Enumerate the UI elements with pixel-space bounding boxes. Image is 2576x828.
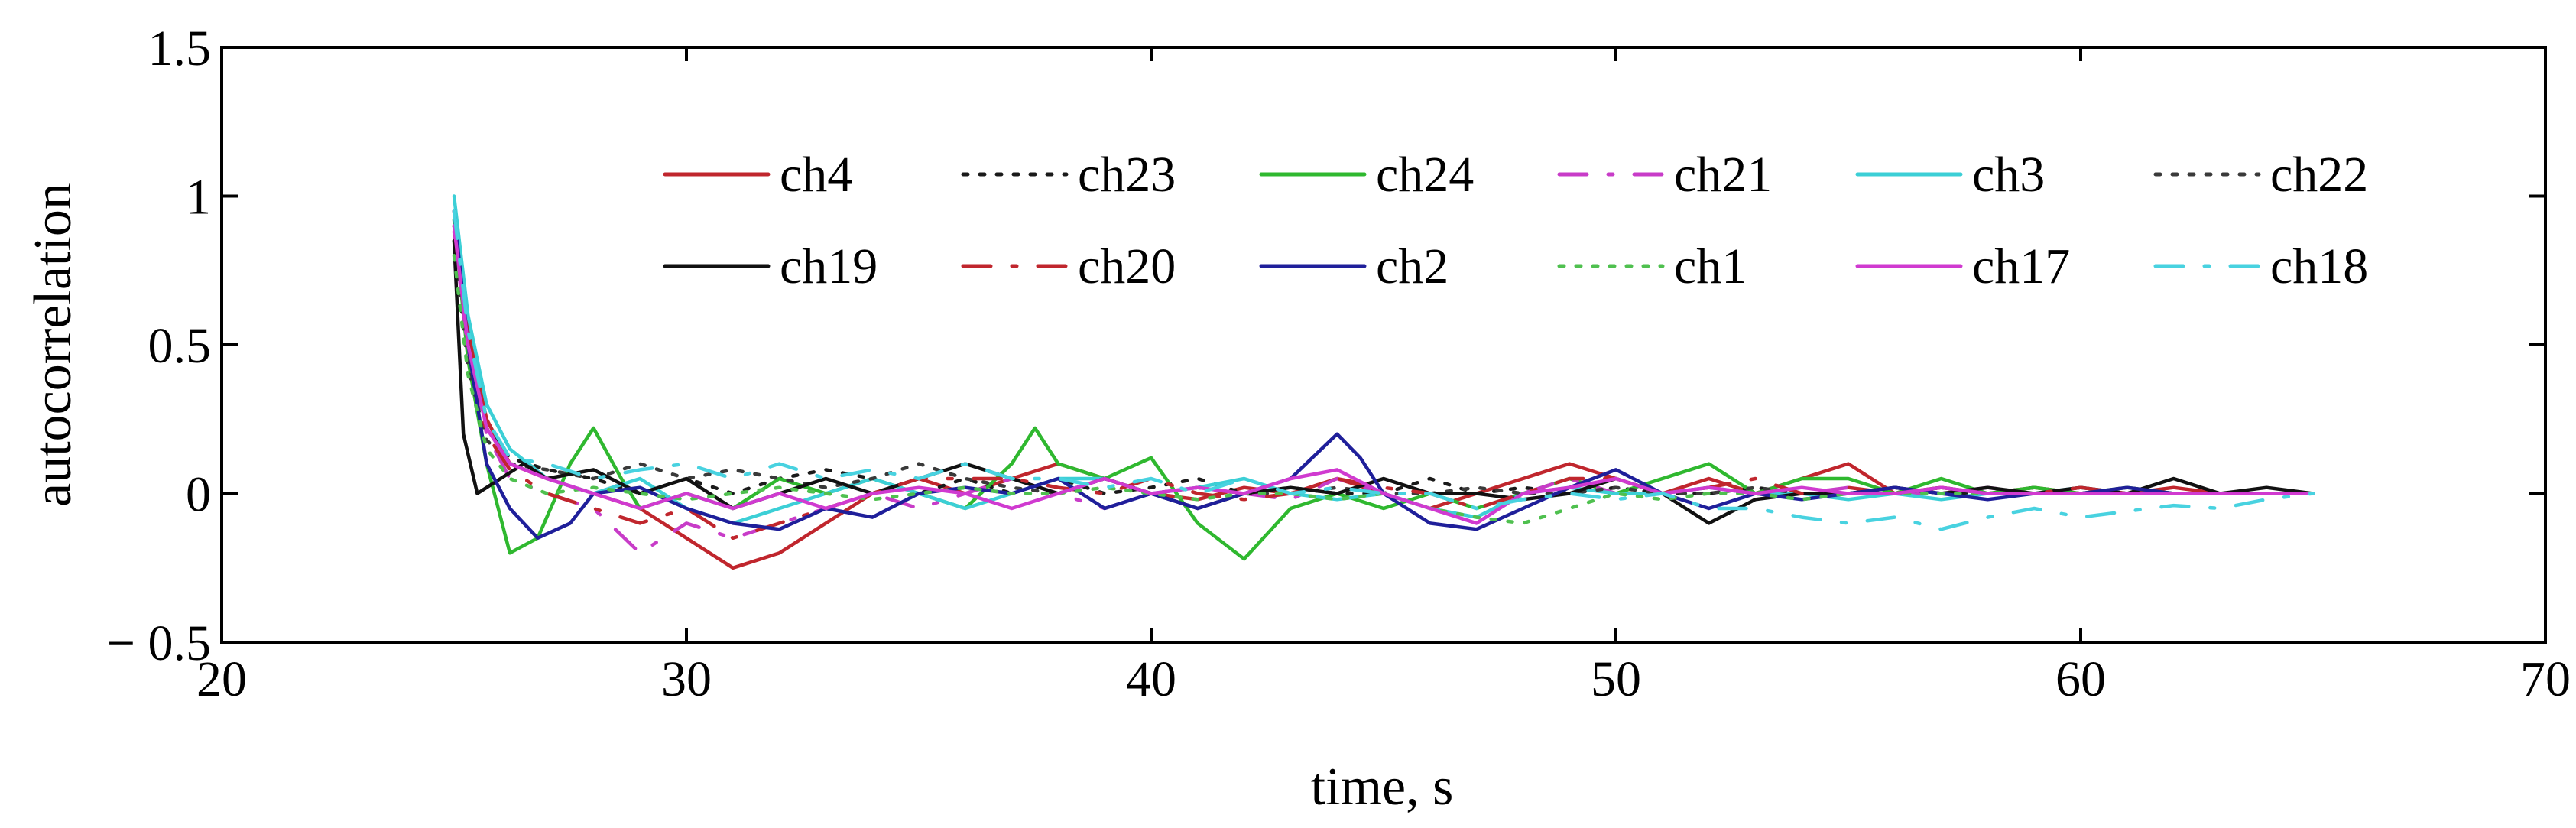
ticks-layer: 20 30 40 50 60 70 − 0.5 0 0.5 1 1.5 [107, 21, 2571, 707]
y-tick-label: 1 [186, 170, 211, 226]
legend-label-ch1: ch1 [1674, 239, 1747, 294]
x-tick-label: 50 [1591, 651, 1641, 707]
legend-label-ch4: ch4 [780, 147, 852, 203]
legend-label-ch18: ch18 [2270, 239, 2368, 294]
legend-label-ch20: ch20 [1078, 239, 1176, 294]
series-line-ch17 [452, 224, 2315, 525]
x-tick-label: 20 [196, 651, 247, 707]
series-line-ch18 [452, 209, 2315, 531]
x-tick-label: 30 [661, 651, 712, 707]
y-tick-label: 0 [186, 467, 211, 523]
series-line-ch1 [452, 254, 2315, 525]
legend: ch4 ch23 ch24 ch21 ch3 ch22 ch19 ch20 ch2 ch1 ch17… [663, 147, 2368, 294]
y-tick-label: − 0.5 [107, 615, 211, 671]
legend-label-ch2: ch2 [1376, 239, 1449, 294]
x-tick-label: 70 [2520, 651, 2571, 707]
legend-label-ch21: ch21 [1674, 147, 1772, 203]
legend-label-ch17: ch17 [1972, 239, 2070, 294]
legend-label-ch19: ch19 [780, 239, 878, 294]
y-tick-label: 0.5 [148, 318, 212, 374]
legend-label-ch3: ch3 [1972, 147, 2045, 203]
series-line-ch2 [452, 209, 2315, 541]
x-axis-title: time, s [1311, 758, 1454, 817]
y-tick-label: 1.5 [148, 21, 212, 76]
y-axis-title: autocorrelation [24, 183, 83, 507]
x-tick-label: 60 [2055, 651, 2106, 707]
legend-label-ch24: ch24 [1376, 147, 1474, 203]
legend-label-ch22: ch22 [2270, 147, 2368, 203]
plot-frame [220, 46, 2547, 644]
legend-label-ch23: ch23 [1078, 147, 1176, 203]
series-layer [452, 194, 2315, 570]
x-tick-label: 40 [1126, 651, 1176, 707]
